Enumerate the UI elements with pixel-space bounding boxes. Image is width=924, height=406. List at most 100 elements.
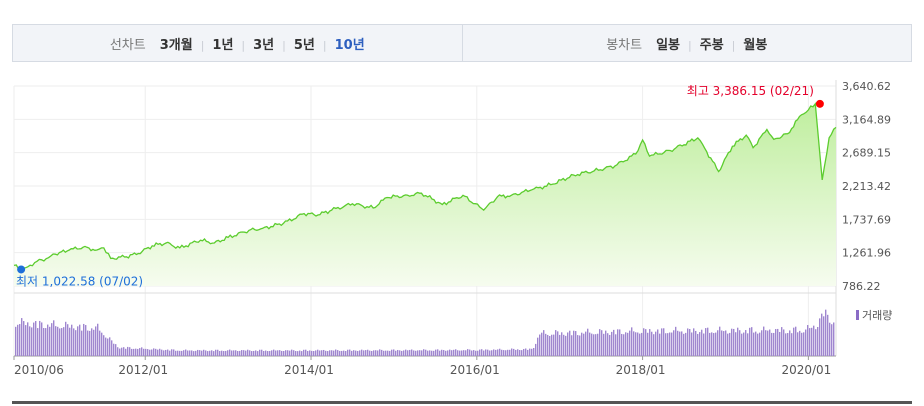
volume-bar: [549, 336, 551, 356]
volume-bar: [827, 314, 829, 356]
volume-bar: [635, 332, 637, 356]
volume-bar: [729, 332, 731, 356]
volume-bar: [39, 320, 41, 356]
price-area: [14, 103, 836, 286]
volume-bar: [105, 337, 107, 356]
volume-bar: [437, 349, 439, 356]
volume-bar: [177, 350, 179, 356]
volume-bar: [577, 335, 579, 356]
volume-bar: [231, 350, 233, 356]
volume-bar: [277, 350, 279, 356]
volume-bar: [151, 349, 153, 356]
volume-bar: [349, 349, 351, 356]
volume-bar: [347, 349, 349, 356]
volume-bar: [755, 331, 757, 356]
period-option[interactable]: 3개월: [159, 37, 193, 53]
volume-bar: [525, 348, 527, 356]
volume-legend-swatch: [856, 310, 859, 320]
volume-bar: [303, 349, 305, 356]
volume-bar: [97, 323, 99, 356]
volume-bar: [791, 333, 793, 356]
volume-bar: [49, 326, 51, 356]
candle-chart-periods: 일봉 | 주봉 | 월봉: [656, 34, 767, 53]
volume-bar: [483, 350, 485, 356]
volume-bar: [465, 350, 467, 356]
volume-bar: [491, 350, 493, 356]
volume-bar: [401, 350, 403, 356]
volume-bar: [547, 334, 549, 356]
volume-bar: [579, 335, 581, 356]
period-option[interactable]: 1년: [212, 37, 234, 53]
volume-bar: [581, 332, 583, 356]
volume-bar: [507, 349, 509, 356]
volume-bar: [823, 316, 825, 356]
volume-bar: [485, 349, 487, 356]
volume-bar: [691, 332, 693, 356]
volume-bar: [389, 350, 391, 356]
volume-bar: [21, 318, 23, 356]
volume-bar: [15, 326, 17, 356]
volume-bar: [161, 349, 163, 356]
candle-option[interactable]: 월봉: [743, 37, 768, 53]
volume-bar: [421, 350, 423, 356]
volume-bar: [65, 321, 67, 356]
candle-chart-options: 봉차트 일봉 | 주봉 | 월봉: [461, 25, 912, 61]
option-separator: |: [322, 38, 327, 52]
volume-bar: [721, 330, 723, 356]
volume-bar: [457, 350, 459, 356]
volume-bar: [251, 351, 253, 356]
volume-bar: [267, 351, 269, 356]
volume-bar: [509, 349, 511, 356]
volume-bar: [305, 349, 307, 356]
volume-bar: [295, 351, 297, 356]
volume-bar: [155, 348, 157, 356]
volume-bar: [35, 321, 37, 356]
volume-bar: [829, 322, 831, 356]
volume-bar: [715, 332, 717, 356]
volume-bar: [435, 349, 437, 356]
volume-bar: [487, 349, 489, 356]
volume-bar: [709, 332, 711, 356]
volume-bar: [343, 350, 345, 356]
option-separator: |: [241, 38, 246, 52]
volume-bar: [527, 349, 529, 356]
volume-bar: [497, 349, 499, 356]
period-option[interactable]: 3년: [253, 37, 275, 53]
volume-bar: [255, 350, 257, 356]
volume-bar: [191, 350, 193, 356]
volume-bar: [645, 329, 647, 356]
volume-bar: [379, 349, 381, 356]
volume-bar: [19, 324, 21, 356]
y-tick-label: 1,737.69: [842, 213, 891, 226]
volume-bar: [517, 349, 519, 356]
volume-bar: [643, 328, 645, 356]
volume-bar: [799, 330, 801, 356]
volume-bar: [489, 350, 491, 356]
volume-bar: [607, 333, 609, 356]
volume-bar: [259, 349, 261, 356]
volume-bar: [543, 330, 545, 356]
volume-bar: [195, 350, 197, 356]
volume-bar: [533, 348, 535, 356]
volume-bar: [265, 350, 267, 356]
candle-option[interactable]: 주봉: [699, 37, 724, 53]
volume-bar: [413, 350, 415, 356]
volume-bar: [703, 333, 705, 356]
volume-bar: [495, 349, 497, 356]
volume-bar: [329, 350, 331, 356]
volume-bar: [831, 324, 833, 356]
volume-bar: [445, 350, 447, 356]
period-option[interactable]: 10년: [334, 37, 365, 53]
volume-bar: [677, 330, 679, 356]
volume-bar: [455, 349, 457, 356]
period-option[interactable]: 5년: [293, 37, 315, 53]
volume-bar: [597, 333, 599, 356]
volume-bar: [411, 349, 413, 356]
volume-bar: [523, 348, 525, 356]
volume-bar: [647, 332, 649, 356]
volume-bar: [789, 330, 791, 356]
volume-bar: [649, 329, 651, 356]
volume-bar: [731, 328, 733, 356]
volume-bar: [205, 350, 207, 356]
candle-option[interactable]: 일봉: [656, 37, 681, 53]
